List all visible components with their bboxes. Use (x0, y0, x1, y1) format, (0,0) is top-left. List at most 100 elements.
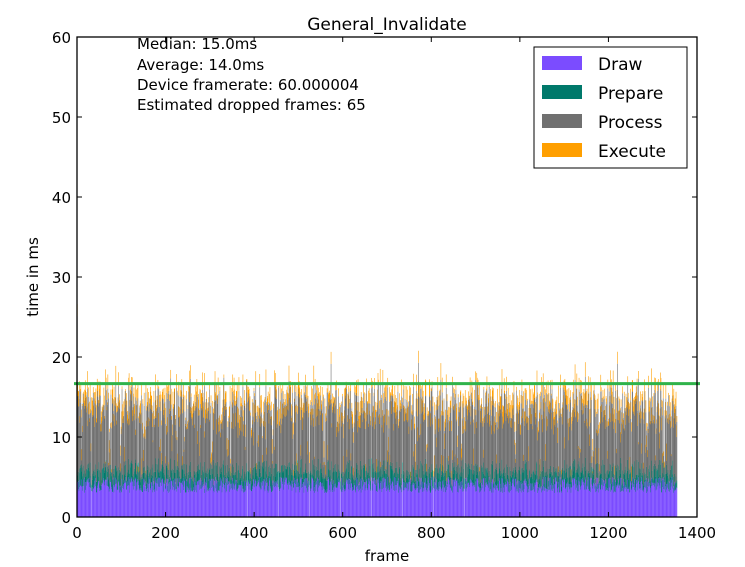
bar-segment-execute (530, 389, 531, 405)
bar-segment-process (173, 391, 175, 473)
bar-segment-execute (445, 374, 447, 388)
bar-segment-execute (608, 384, 610, 392)
bar-segment-prepare (336, 479, 338, 488)
bar-segment-draw (432, 489, 434, 517)
bar-segment-process (480, 422, 482, 483)
bar-segment-execute (481, 398, 482, 405)
bar-segment-draw (588, 477, 589, 517)
bar-segment-process (502, 428, 504, 474)
bar-segment-execute (508, 415, 509, 424)
bar-segment-draw (516, 488, 518, 517)
bar-segment-prepare (259, 468, 260, 487)
bar-segment-draw (158, 477, 160, 517)
bar-segment-execute (211, 454, 213, 462)
bar-segment-draw (558, 477, 560, 517)
bar-segment-prepare (239, 480, 240, 485)
bar-segment-process (194, 427, 195, 475)
bar-segment-process (193, 404, 195, 482)
bar-segment-process (175, 418, 176, 484)
bar-segment-prepare (332, 472, 333, 493)
bar-segment-prepare (528, 485, 530, 493)
bar-segment-execute (552, 398, 553, 412)
bar-segment-execute (148, 391, 149, 398)
bar-segment-prepare (580, 476, 581, 490)
bar-segment-prepare (107, 466, 108, 478)
bar-segment-execute (80, 389, 81, 403)
bar-segment-process (566, 405, 568, 465)
bar-segment-process (433, 476, 434, 481)
bar-segment-execute (173, 388, 175, 392)
bar-segment-draw (159, 477, 161, 517)
bar-segment-execute (433, 455, 435, 472)
bar-segment-prepare (394, 472, 396, 478)
bar-segment-process (265, 386, 267, 467)
bar-segment-execute (170, 394, 171, 411)
bar-segment-prepare (429, 466, 431, 484)
bar-segment-draw (467, 487, 469, 517)
bar-segment-draw (604, 479, 606, 517)
bar-segment-prepare (206, 473, 207, 478)
bar-segment-draw (404, 482, 406, 517)
bar-segment-execute (365, 463, 366, 471)
bar-segment-draw (503, 482, 505, 517)
bar-segment-execute (98, 400, 99, 407)
bar-segment-draw (192, 491, 194, 517)
bar-segment-prepare (149, 472, 151, 480)
bar-segment-execute (216, 419, 218, 435)
bar-segment-execute (610, 413, 612, 422)
bar-segment-execute (527, 398, 528, 401)
bar-segment-prepare (193, 481, 195, 488)
bar-segment-process (472, 422, 474, 470)
bar-segment-prepare (588, 473, 590, 489)
bar-segment-draw (475, 481, 476, 517)
bar-segment-draw (186, 486, 188, 517)
bar-segment-execute (336, 426, 338, 437)
bar-segment-prepare (401, 487, 403, 493)
bar-segment-prepare (122, 474, 123, 486)
bar-segment-prepare (467, 476, 469, 488)
bar-segment-execute (563, 395, 564, 409)
bar-segment-process (461, 457, 462, 467)
bar-segment-prepare (93, 471, 94, 489)
bar-segment-prepare (627, 459, 629, 480)
bar-segment-prepare (585, 470, 586, 480)
bar-segment-process (193, 412, 194, 484)
bar-segment-prepare (518, 470, 520, 488)
bar-segment-prepare (397, 473, 399, 481)
bar-segment-process (429, 426, 431, 486)
bar-segment-execute (430, 400, 431, 412)
bar-segment-draw (298, 486, 300, 517)
bar-segment-execute (464, 390, 466, 406)
bar-segment-prepare (302, 478, 303, 488)
bar-segment-process (165, 423, 166, 483)
bar-segment-process (525, 399, 527, 460)
bar-segment-process (485, 403, 487, 468)
bar-segment-draw (564, 479, 566, 517)
bar-segment-draw (321, 490, 323, 517)
bar-segment-prepare (85, 476, 86, 490)
bar-segment-prepare (522, 469, 524, 481)
bar-segment-execute (381, 394, 382, 398)
bar-segment-prepare (137, 463, 139, 479)
bar-segment-execute (429, 379, 430, 396)
bar-segment-execute (579, 447, 580, 459)
bar-segment-process (561, 474, 562, 479)
bar-segment-draw (418, 492, 420, 517)
bar-segment-draw (354, 485, 355, 517)
bar-segment-draw (616, 485, 617, 517)
bar-segment-execute (263, 421, 264, 426)
bar-segment-prepare (618, 482, 620, 489)
bar-segment-draw (137, 481, 138, 517)
bar-segment-prepare (242, 469, 243, 489)
bar-segment-execute (398, 425, 400, 429)
bar-segment-draw (87, 481, 88, 517)
bar-segment-process (351, 408, 353, 466)
bar-segment-process (269, 403, 270, 466)
bar-segment-draw (507, 481, 508, 517)
bar-segment-prepare (495, 481, 497, 490)
bar-segment-execute (436, 437, 437, 448)
bar-segment-prepare (123, 465, 125, 483)
bar-segment-execute (626, 405, 627, 416)
bar-segment-process (461, 418, 463, 473)
bar-segment-execute (358, 402, 360, 419)
